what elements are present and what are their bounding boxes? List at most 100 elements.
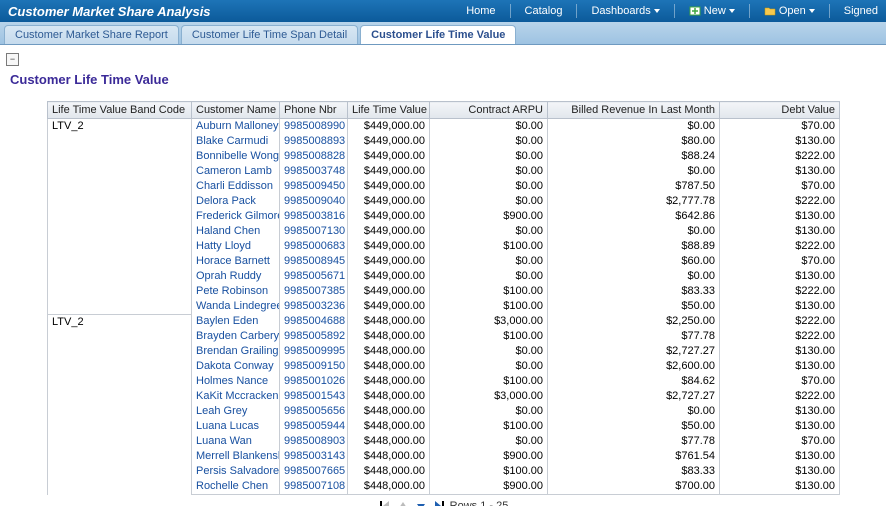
cell-phone[interactable]: 9985001026 <box>280 374 348 389</box>
menu-catalog[interactable]: Catalog <box>525 5 563 17</box>
cell-debt: $130.00 <box>720 299 840 314</box>
cell-debt: $130.00 <box>720 449 840 464</box>
cell-phone[interactable]: 9985008990 <box>280 119 348 135</box>
cell-billed: $2,250.00 <box>548 314 720 329</box>
cell-phone[interactable]: 9985003748 <box>280 164 348 179</box>
cell-name[interactable]: Baylen Eden <box>192 314 280 329</box>
cell-ltv: $449,000.00 <box>348 179 430 194</box>
cell-phone[interactable]: 9985005671 <box>280 269 348 284</box>
pager-down-icon[interactable] <box>414 499 428 506</box>
cell-phone[interactable]: 9985003143 <box>280 449 348 464</box>
pager-up-icon[interactable] <box>396 499 410 506</box>
cell-phone[interactable]: 9985009040 <box>280 194 348 209</box>
cell-name[interactable]: Horace Barnett <box>192 254 280 269</box>
cell-ltv: $449,000.00 <box>348 164 430 179</box>
cell-ltv: $449,000.00 <box>348 194 430 209</box>
cell-name[interactable]: Charli Eddisson <box>192 179 280 194</box>
tab-market-share-report[interactable]: Customer Market Share Report <box>4 25 179 44</box>
cell-debt: $130.00 <box>720 344 840 359</box>
tab-life-time-value[interactable]: Customer Life Time Value <box>360 25 516 44</box>
cell-phone[interactable]: 9985007665 <box>280 464 348 479</box>
cell-billed: $83.33 <box>548 284 720 299</box>
cell-phone[interactable]: 9985005892 <box>280 329 348 344</box>
cell-arpu: $900.00 <box>430 449 548 464</box>
cell-name[interactable]: Rochelle Chen <box>192 479 280 495</box>
cell-name[interactable]: Hatty Lloyd <box>192 239 280 254</box>
cell-ltv: $449,000.00 <box>348 299 430 314</box>
cell-phone[interactable]: 9985008903 <box>280 434 348 449</box>
cell-arpu: $0.00 <box>430 359 548 374</box>
cell-debt: $222.00 <box>720 329 840 344</box>
cell-phone[interactable]: 9985009995 <box>280 344 348 359</box>
cell-name[interactable]: Luana Wan <box>192 434 280 449</box>
cell-name[interactable]: Cameron Lamb <box>192 164 280 179</box>
cell-name[interactable]: Leah Grey <box>192 404 280 419</box>
cell-phone[interactable]: 9985009150 <box>280 359 348 374</box>
cell-name[interactable]: Merrell Blankenship <box>192 449 280 464</box>
cell-name[interactable]: Persis Salvadore <box>192 464 280 479</box>
col-header-name[interactable]: Customer Name <box>192 102 280 119</box>
app-title: Customer Market Share Analysis <box>8 4 211 19</box>
cell-phone[interactable]: 9985000683 <box>280 239 348 254</box>
col-header-billed[interactable]: Billed Revenue In Last Month <box>548 102 720 119</box>
col-header-debt[interactable]: Debt Value <box>720 102 840 119</box>
cell-phone[interactable]: 9985005656 <box>280 404 348 419</box>
cell-name[interactable]: Oprah Ruddy <box>192 269 280 284</box>
cell-name[interactable]: Dakota Conway <box>192 359 280 374</box>
cell-ltv: $448,000.00 <box>348 479 430 495</box>
col-header-ltv[interactable]: Life Time Value <box>348 102 430 119</box>
cell-phone[interactable]: 9985005944 <box>280 419 348 434</box>
cell-ltv: $449,000.00 <box>348 284 430 299</box>
cell-ltv: $448,000.00 <box>348 374 430 389</box>
cell-name[interactable]: Auburn Malloney <box>192 119 280 135</box>
menu-dashboards[interactable]: Dashboards <box>591 5 659 17</box>
cell-phone[interactable]: 9985008828 <box>280 149 348 164</box>
cell-ltv: $449,000.00 <box>348 119 430 135</box>
cell-arpu: $900.00 <box>430 209 548 224</box>
cell-arpu: $0.00 <box>430 269 548 284</box>
cell-billed: $60.00 <box>548 254 720 269</box>
cell-name[interactable]: KaKit Mccracken <box>192 389 280 404</box>
cell-phone[interactable]: 9985007108 <box>280 479 348 495</box>
cell-name[interactable]: Holmes Nance <box>192 374 280 389</box>
cell-billed: $2,600.00 <box>548 359 720 374</box>
cell-phone[interactable]: 9985008893 <box>280 134 348 149</box>
cell-name[interactable]: Luana Lucas <box>192 419 280 434</box>
menu-new[interactable]: New <box>689 5 735 17</box>
cell-phone[interactable]: 9985007130 <box>280 224 348 239</box>
cell-name[interactable]: Brendan Grailing <box>192 344 280 359</box>
cell-name[interactable]: Delora Pack <box>192 194 280 209</box>
cell-phone[interactable]: 9985008945 <box>280 254 348 269</box>
cell-ltv: $448,000.00 <box>348 404 430 419</box>
topbar: Customer Market Share Analysis Home Cata… <box>0 0 886 22</box>
col-header-arpu[interactable]: Contract ARPU <box>430 102 548 119</box>
pager-first-icon[interactable] <box>378 499 392 506</box>
cell-arpu: $0.00 <box>430 434 548 449</box>
cell-phone[interactable]: 9985003816 <box>280 209 348 224</box>
cell-billed: $761.54 <box>548 449 720 464</box>
cell-name[interactable]: Bonnibelle Wong <box>192 149 280 164</box>
cell-phone[interactable]: 9985004688 <box>280 314 348 329</box>
col-header-phone[interactable]: Phone Nbr <box>280 102 348 119</box>
cell-name[interactable]: Pete Robinson <box>192 284 280 299</box>
separator <box>674 4 675 18</box>
cell-name[interactable]: Frederick Gilmore <box>192 209 280 224</box>
cell-arpu: $0.00 <box>430 149 548 164</box>
tab-life-time-span-detail[interactable]: Customer Life Time Span Detail <box>181 25 358 44</box>
cell-phone[interactable]: 9985007385 <box>280 284 348 299</box>
menu-open[interactable]: Open <box>764 5 815 17</box>
pager-last-icon[interactable] <box>432 499 446 506</box>
cell-name[interactable]: Haland Chen <box>192 224 280 239</box>
tabstrip: Customer Market Share Report Customer Li… <box>0 22 886 45</box>
pager-label: Rows 1 - 25 <box>450 500 509 506</box>
cell-name[interactable]: Wanda Lindegreen <box>192 299 280 314</box>
cell-phone[interactable]: 9985003236 <box>280 299 348 314</box>
cell-name[interactable]: Brayden Carbery <box>192 329 280 344</box>
cell-name[interactable]: Blake Carmudi <box>192 134 280 149</box>
cell-phone[interactable]: 9985001543 <box>280 389 348 404</box>
collapse-toggle-icon[interactable]: − <box>6 53 19 66</box>
menu-home[interactable]: Home <box>466 5 495 17</box>
cell-phone[interactable]: 9985009450 <box>280 179 348 194</box>
col-header-band[interactable]: Life Time Value Band Code <box>48 102 192 119</box>
menu-signed[interactable]: Signed <box>844 5 878 17</box>
